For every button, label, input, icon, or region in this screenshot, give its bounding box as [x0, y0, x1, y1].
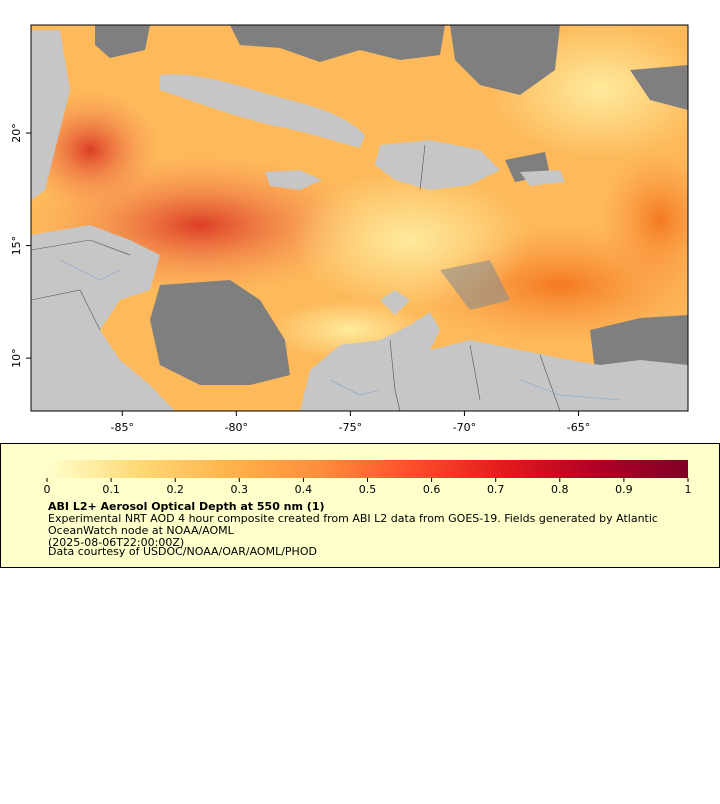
legend-line: OceanWatch node at NOAA/AOML — [48, 524, 235, 537]
x-tick-label: -70° — [453, 421, 476, 434]
x-tick-label: -65° — [567, 421, 590, 434]
map — [31, 25, 688, 411]
legend-line: (2025-08-06T22:00:00Z) — [48, 536, 184, 549]
colorbar-tick-label: 0.6 — [423, 483, 441, 496]
legend-line: Experimental NRT AOD 4 hour composite cr… — [48, 512, 658, 525]
colorbar-tick-label: 0.8 — [551, 483, 569, 496]
colorbar-tick-label: 0.9 — [615, 483, 633, 496]
colorbar-axis: 0 0.1 0.2 0.3 0.4 0.5 0.6 0.7 0.8 0.9 1 — [44, 478, 692, 496]
colorbar-tick-label: 0.3 — [231, 483, 249, 496]
colorbar — [47, 460, 688, 478]
colorbar-tick-label: 0.7 — [487, 483, 505, 496]
y-tick-label: 10° — [10, 348, 23, 368]
x-tick-label: -75° — [339, 421, 362, 434]
y-tick-label: 15° — [10, 236, 23, 256]
map-frame — [30, 24, 689, 412]
colorbar-tick-label: 0.2 — [166, 483, 184, 496]
colorbar-tick-label: 1 — [685, 483, 692, 496]
y-tick-label: 20° — [10, 123, 23, 143]
colorbar-tick-label: 0.5 — [359, 483, 377, 496]
colorbar-tick-label: 0.4 — [295, 483, 313, 496]
legend-line: Data courtesy of USDOC/NOAA/OAR/AOML/PHO… — [48, 545, 317, 558]
legend-title: ABI L2+ Aerosol Optical Depth at 550 nm … — [48, 500, 325, 513]
x-tick-label: -85° — [111, 421, 134, 434]
x-tick-label: -80° — [225, 421, 248, 434]
colorbar-tick-label: 0.1 — [102, 483, 120, 496]
colorbar-tick-label: 0 — [44, 483, 51, 496]
axes: -85° -80° -75° -70° -65° 10° 15° 20° — [10, 123, 590, 434]
